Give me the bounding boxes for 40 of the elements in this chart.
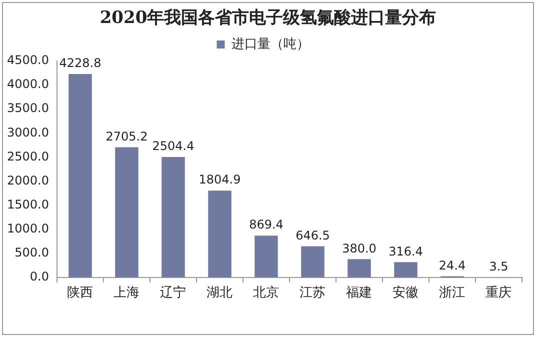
data-label: 3.5 bbox=[489, 259, 508, 274]
y-tick-label: 4000.0 bbox=[6, 77, 49, 92]
data-label: 4228.8 bbox=[59, 56, 102, 70]
data-label: 24.4 bbox=[438, 258, 466, 272]
y-tick-label: 1000.0 bbox=[6, 221, 49, 236]
bar bbox=[254, 236, 278, 278]
y-tick-label: 3500.0 bbox=[6, 101, 49, 116]
y-tick-label: 0.0 bbox=[30, 270, 49, 284]
data-label: 2504.4 bbox=[152, 139, 194, 154]
bar bbox=[68, 74, 92, 278]
data-label: 316.4 bbox=[388, 244, 423, 258]
x-tick-label: 北京 bbox=[253, 286, 280, 301]
x-tick-label: 上海 bbox=[114, 286, 140, 301]
x-tick-label: 湖北 bbox=[206, 286, 233, 301]
y-tick-label: 2500.0 bbox=[6, 149, 49, 164]
data-label: 869.4 bbox=[249, 218, 284, 232]
bar bbox=[115, 147, 138, 278]
bar bbox=[348, 259, 371, 278]
y-tick-label: 1500.0 bbox=[6, 197, 49, 212]
data-label: 380.0 bbox=[342, 241, 376, 256]
x-tick-label: 陕西 bbox=[67, 286, 94, 301]
chart-title: 2020年我国各省市电子级氢氟酸进口量分布 bbox=[98, 7, 438, 29]
data-label: 2705.2 bbox=[106, 129, 148, 144]
x-tick-label: 浙江 bbox=[439, 286, 466, 301]
y-tick-label: 2000.0 bbox=[6, 173, 49, 188]
x-tick-label: 安徽 bbox=[392, 284, 419, 301]
x-tick-label: 福建 bbox=[346, 286, 372, 301]
x-tick-label: 辽宁 bbox=[160, 284, 186, 301]
y-tick-label: 4500.0 bbox=[6, 53, 49, 68]
bar bbox=[162, 156, 185, 278]
x-tick-label: 重庆 bbox=[486, 286, 512, 301]
bar bbox=[394, 262, 418, 278]
y-tick-label: 500.0 bbox=[14, 245, 49, 260]
data-label: 1804.9 bbox=[198, 172, 241, 187]
y-tick-label: 3000.0 bbox=[6, 125, 49, 140]
data-label: 646.5 bbox=[296, 228, 330, 242]
x-tick-label: 江苏 bbox=[300, 286, 326, 301]
bar bbox=[208, 190, 232, 278]
legend-label: 进口量（吨） bbox=[231, 36, 310, 52]
bar bbox=[301, 246, 324, 278]
